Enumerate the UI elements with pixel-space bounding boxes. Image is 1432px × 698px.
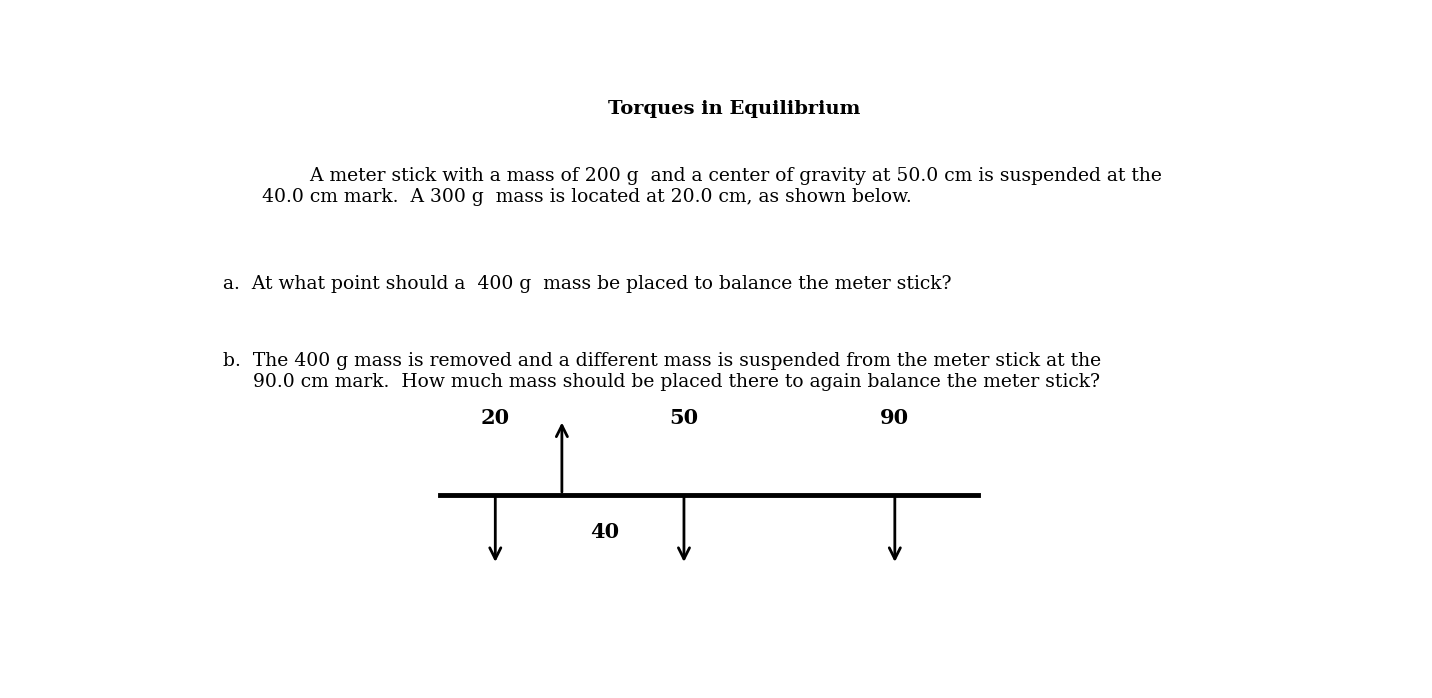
Text: Torques in Equilibrium: Torques in Equilibrium <box>607 100 861 118</box>
Text: 20: 20 <box>481 408 510 428</box>
Text: A meter stick with a mass of 200 g  and a center of gravity at 50.0 cm is suspen: A meter stick with a mass of 200 g and a… <box>262 167 1163 206</box>
Text: a.  At what point should a  400 g  mass be placed to balance the meter stick?: a. At what point should a 400 g mass be … <box>223 274 952 292</box>
Text: 50: 50 <box>669 408 699 428</box>
Text: 90: 90 <box>881 408 909 428</box>
Text: 40: 40 <box>590 522 619 542</box>
Text: b.  The 400 g mass is removed and a different mass is suspended from the meter s: b. The 400 g mass is removed and a diffe… <box>223 352 1101 392</box>
